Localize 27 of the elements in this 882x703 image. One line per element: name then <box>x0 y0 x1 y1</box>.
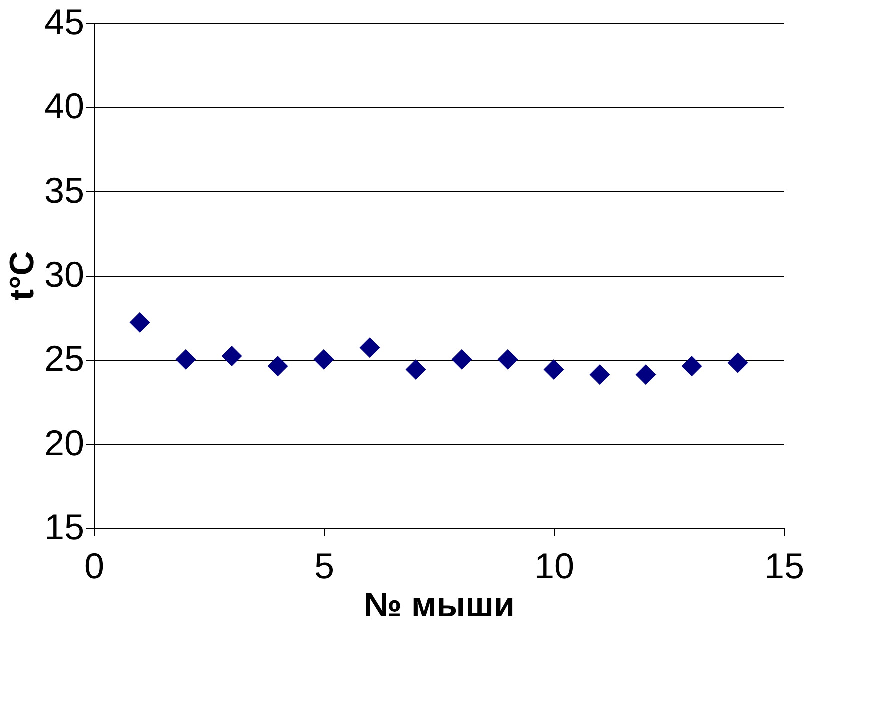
y-tick-label: 40 <box>44 86 84 127</box>
y-tick-label: 20 <box>44 422 84 464</box>
point <box>222 346 242 367</box>
y-tick-label: 35 <box>44 170 84 211</box>
point <box>268 356 288 377</box>
point <box>360 338 380 358</box>
point <box>130 312 150 333</box>
y-tick-label: 15 <box>44 506 84 548</box>
x-tick-label: 15 <box>764 546 805 586</box>
y-axis-title: t°C <box>3 251 42 301</box>
point <box>176 349 196 370</box>
x-axis-title: № мыши <box>364 586 515 624</box>
point <box>498 349 518 370</box>
point <box>544 360 564 380</box>
x-tick-label: 5 <box>314 546 335 586</box>
y-tick-label: 45 <box>44 2 84 42</box>
point <box>682 356 702 377</box>
x-tick-label: 10 <box>534 546 575 586</box>
x-tick-label: 0 <box>84 546 105 586</box>
y-tick-label: 25 <box>44 338 84 380</box>
point <box>314 349 334 370</box>
point <box>406 360 426 380</box>
point <box>636 364 656 386</box>
y-tick-label: 30 <box>44 254 84 295</box>
point <box>728 352 748 374</box>
point <box>590 364 610 386</box>
point <box>452 349 472 370</box>
